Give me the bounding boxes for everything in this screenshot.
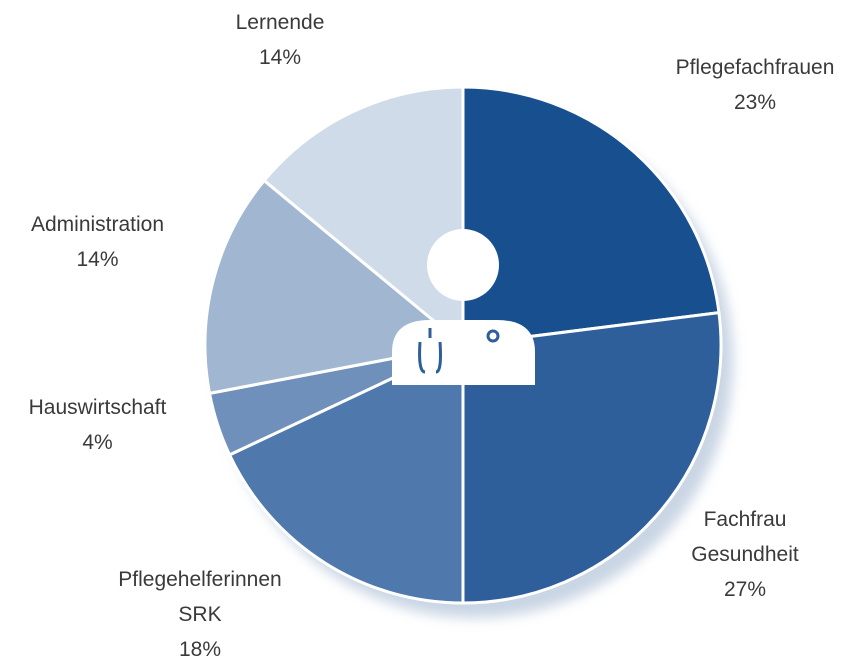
slice-label: Fachfrau Gesundheit 27% — [680, 502, 810, 607]
category-name: Pflegefachfrauen — [675, 56, 835, 79]
pie-slice — [262, 85, 465, 349]
category-name: Pflegehelferinnen SRK — [118, 568, 282, 626]
category-name: Fachfrau Gesundheit — [691, 508, 799, 566]
slice-label: Lernende 14% — [190, 5, 370, 75]
value-label: 27% — [723, 578, 767, 601]
slice-label: Hauswirtschaft 4% — [5, 390, 190, 460]
slice-label: Pflegefachfrauen 23% — [655, 50, 854, 120]
slice-label: Administration 14% — [5, 207, 190, 277]
pie-slice — [461, 310, 723, 605]
value-label: 14% — [258, 46, 302, 69]
category-name: Lernende — [235, 11, 325, 34]
category-name: Administration — [30, 213, 165, 236]
pie-slice — [227, 342, 465, 605]
value-label: 18% — [178, 638, 222, 661]
value-label: 23% — [733, 91, 777, 114]
pie-slice — [461, 85, 721, 347]
center-icon — [392, 229, 535, 385]
slice-label: Pflegehelferinnen SRK 18% — [95, 562, 305, 661]
value-label: 4% — [82, 431, 113, 454]
value-label: 14% — [76, 248, 119, 271]
category-name: Hauswirtschaft — [28, 396, 167, 419]
